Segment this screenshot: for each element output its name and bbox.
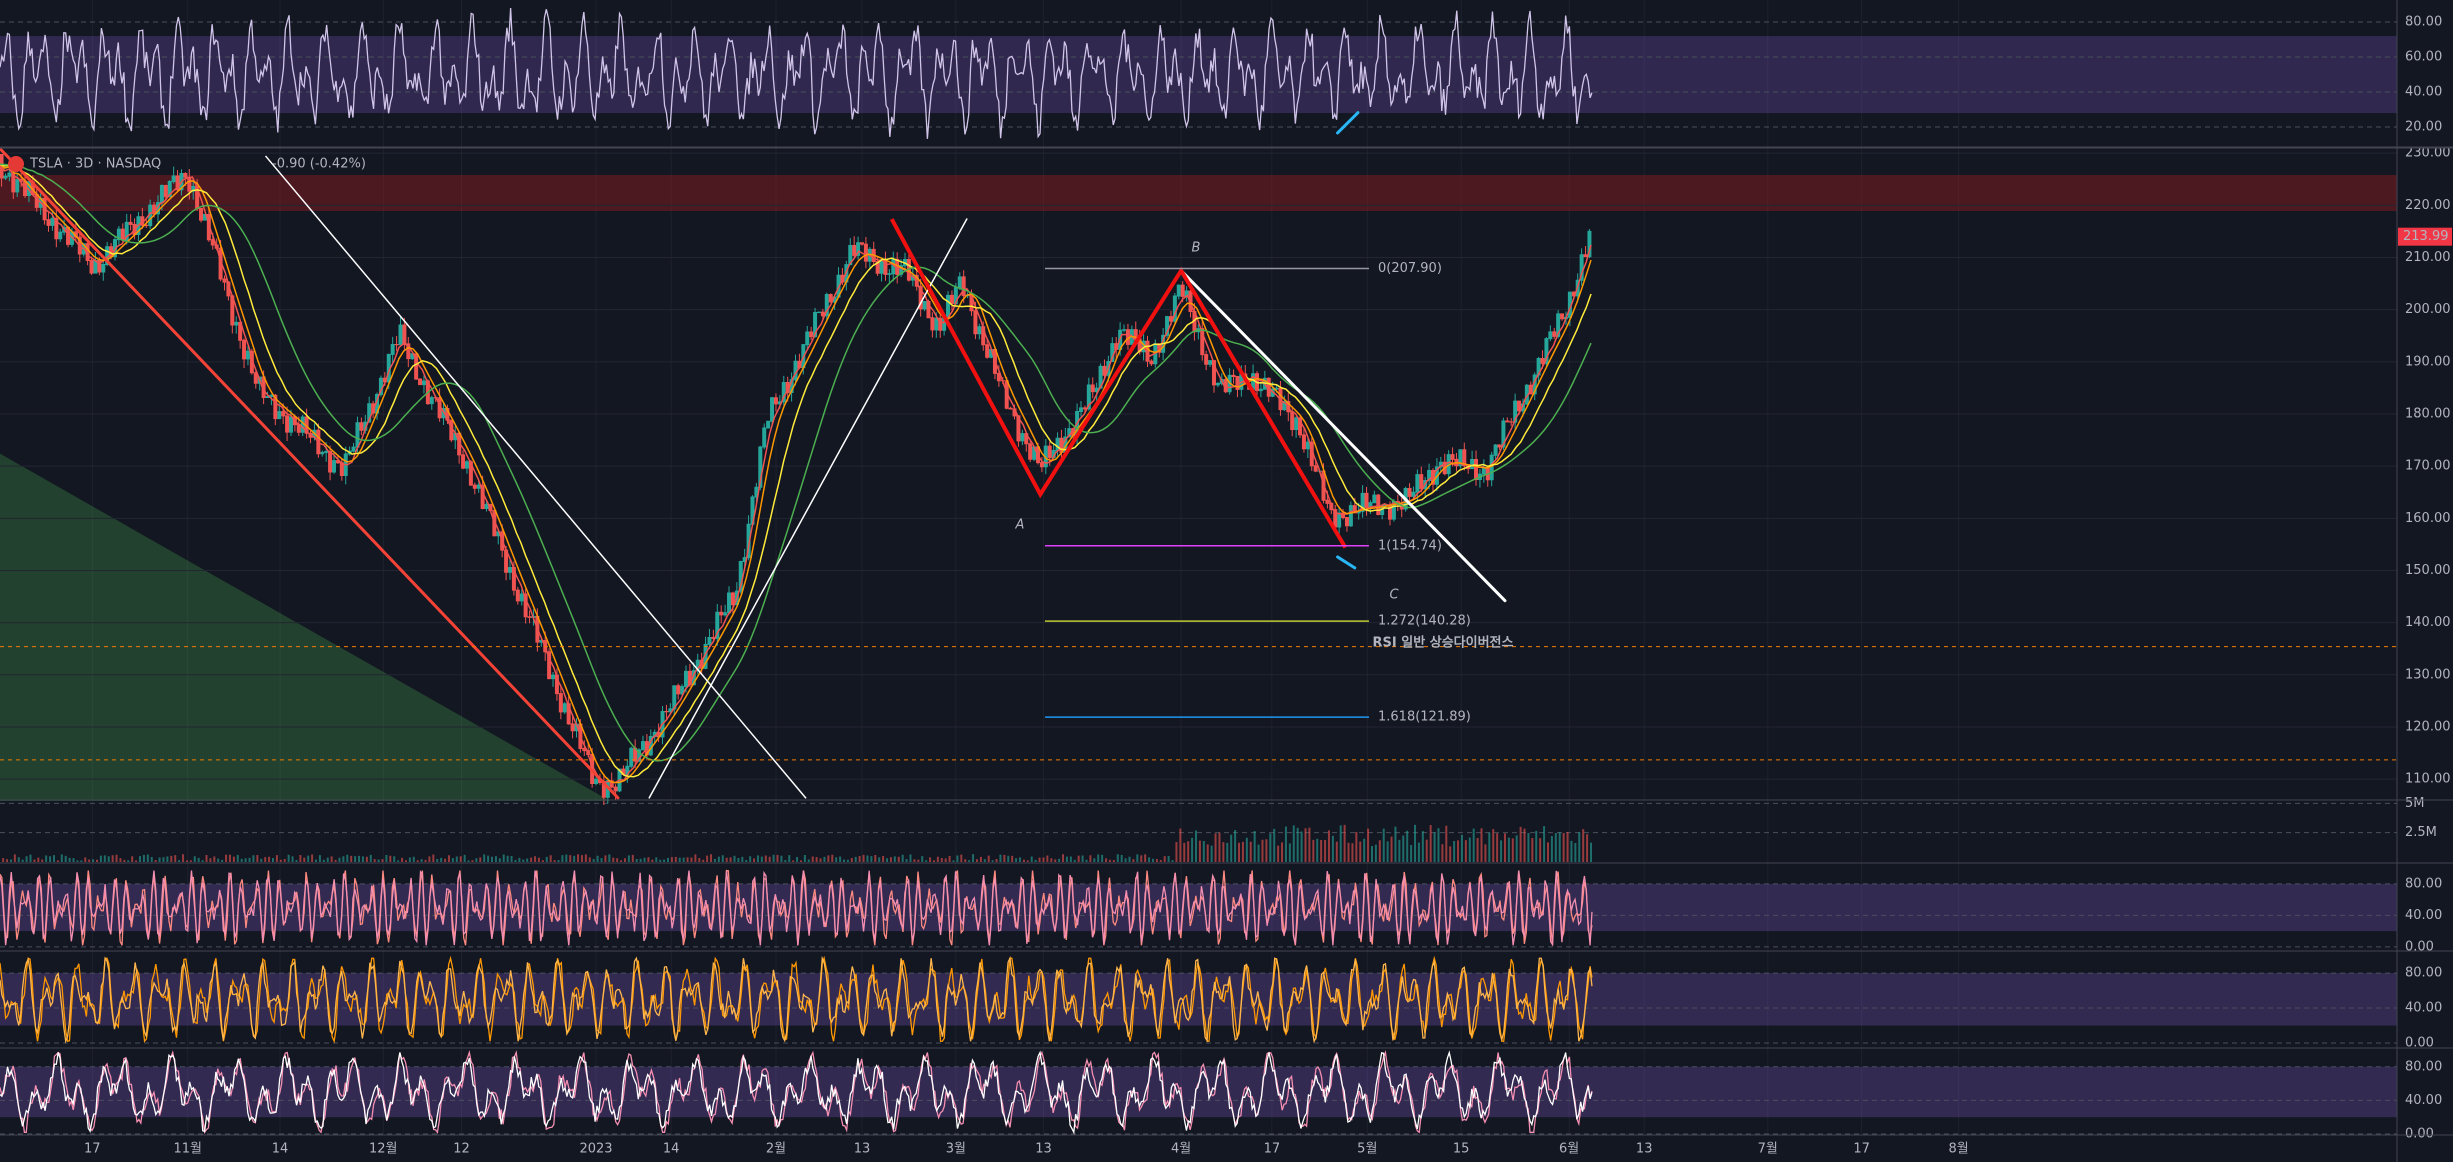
divergence-mark	[1336, 111, 1360, 135]
time-label: 14	[663, 1142, 680, 1157]
trend-line	[265, 155, 807, 799]
y-tick-label: 200.00	[2405, 302, 2451, 317]
divergence-label: RSI 일반 상승다이버전스	[1373, 635, 1514, 651]
oscillator-line	[0, 955, 1593, 1044]
y-tick-label: 40.00	[2405, 1093, 2442, 1108]
stoch-band	[0, 1066, 2397, 1118]
time-label: 14	[272, 1142, 289, 1157]
volume-down	[2, 824, 1589, 862]
wave-label: C	[1389, 588, 1399, 603]
time-label: 8월	[1949, 1142, 1969, 1157]
rsi-band	[0, 36, 2397, 114]
fib-label: 1.272(140.28)	[1378, 614, 1471, 629]
last-price-label: 213.99	[2403, 229, 2449, 244]
time-label: 2월	[766, 1142, 786, 1157]
time-label: 17	[1853, 1142, 1870, 1157]
time-label: 12	[453, 1142, 470, 1157]
last-price-tag	[2398, 227, 2452, 246]
time-label: 15	[1453, 1142, 1470, 1157]
y-tick-label: 210.00	[2405, 250, 2451, 265]
y-tick-label: 120.00	[2405, 719, 2451, 734]
time-label: 12월	[369, 1142, 398, 1157]
y-tick-label: 40.00	[2405, 1001, 2442, 1016]
y-tick-label: 80.00	[2405, 966, 2442, 981]
time-label: 4월	[1171, 1142, 1191, 1157]
y-tick-label: 140.00	[2405, 615, 2451, 630]
symbol: TSLA · 3D · NASDAQ	[29, 157, 161, 172]
oscillator-line	[0, 1050, 1593, 1135]
time-label: 13	[854, 1142, 871, 1157]
y-tick-label: 180.00	[2405, 406, 2451, 421]
moving-average	[0, 163, 1592, 778]
time-label: 13	[1035, 1142, 1052, 1157]
time-label: 13	[1636, 1142, 1653, 1157]
symbol-icon	[8, 156, 24, 172]
y-tick-label: 20.00	[2405, 120, 2442, 135]
y-tick-label: 130.00	[2405, 667, 2451, 682]
wave-label: B	[1192, 241, 1201, 256]
time-label: 6월	[1559, 1142, 1579, 1157]
y-tick-label: 160.00	[2405, 511, 2451, 526]
time-label: 7월	[1758, 1142, 1778, 1157]
y-tick-label: 220.00	[2405, 198, 2451, 213]
y-tick-label: 40.00	[2405, 908, 2442, 923]
moving-average	[0, 163, 1592, 784]
time-label: 3월	[946, 1142, 966, 1157]
y-tick-label: 190.00	[2405, 354, 2451, 369]
fib-label: 1.618(121.89)	[1378, 710, 1471, 725]
y-tick-label: 60.00	[2405, 50, 2442, 65]
wave-label: A	[1015, 518, 1025, 533]
y-tick-label: 0.00	[2405, 939, 2434, 954]
y-tick-label: 0.00	[2405, 1127, 2434, 1142]
change: -0.90 (-0.42%)	[272, 157, 366, 172]
y-tick-label: 80.00	[2405, 876, 2442, 891]
trend-line	[648, 218, 968, 799]
candles-up	[3, 166, 1592, 804]
moving-average	[0, 163, 1592, 784]
divergence-mark	[1336, 555, 1357, 570]
wedge	[0, 453, 611, 801]
trend-line	[1179, 269, 1507, 603]
time-label: 5월	[1357, 1142, 1377, 1157]
oscillator-line	[0, 955, 1593, 1044]
time-label: 17	[1264, 1142, 1281, 1157]
y-tick-label: 80.00	[2405, 1059, 2442, 1074]
time-label: 11월	[173, 1142, 202, 1157]
oscillator-line	[0, 7, 1593, 139]
time-label: 2023	[579, 1142, 612, 1157]
volume-up	[9, 824, 1593, 862]
y-tick-label: 150.00	[2405, 563, 2451, 578]
y-tick-label: 80.00	[2405, 15, 2442, 30]
trend-line	[0, 147, 620, 800]
y-tick-label: 40.00	[2405, 85, 2442, 100]
oscillator-line	[0, 870, 1593, 947]
abc-wave	[889, 218, 1348, 549]
y-tick-label: 0.00	[2405, 1035, 2434, 1050]
fib-label: 1(154.74)	[1378, 538, 1442, 553]
y-tick-label: 170.00	[2405, 459, 2451, 474]
time-label: 17	[84, 1142, 101, 1157]
y-tick-label: 110.00	[2405, 772, 2451, 787]
y-tick-label: 230.00	[2405, 146, 2451, 161]
fib-label: 0(207.90)	[1378, 261, 1442, 276]
y-tick-label: 5M	[2405, 796, 2425, 811]
y-tick-label: 2.5M	[2405, 825, 2437, 840]
